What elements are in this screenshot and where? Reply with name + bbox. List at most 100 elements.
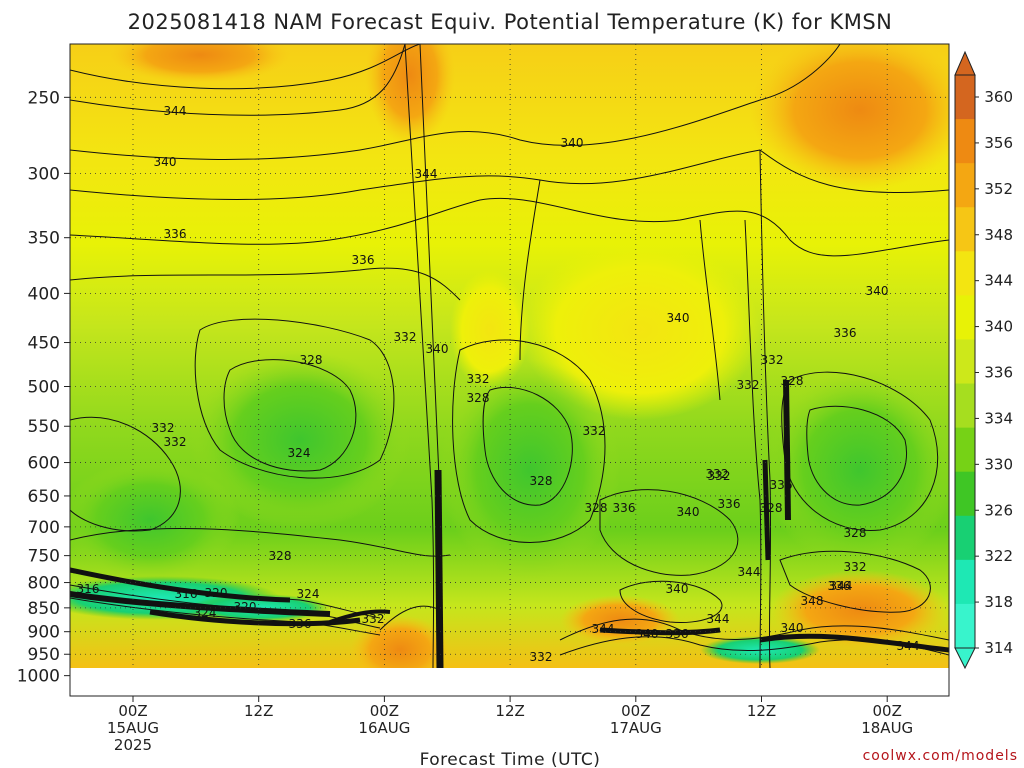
- y-tick-label: 600: [28, 454, 60, 474]
- contour-label: 328: [585, 501, 608, 515]
- contour-line: [70, 416, 181, 532]
- contour-label: 328: [781, 374, 804, 388]
- plot-area: 3443403363363443403323403283323283323323…: [70, 44, 949, 696]
- contour-label: 332: [583, 424, 606, 438]
- y-tick-label: 300: [28, 164, 60, 184]
- contour-label: 340: [666, 582, 689, 596]
- colorbar-segment: [955, 119, 975, 164]
- contour-line: [806, 405, 907, 506]
- y-tick-label: 350: [28, 229, 60, 249]
- x-tick-label: 00Z: [621, 702, 650, 720]
- y-tick-label: 900: [28, 623, 60, 643]
- contour-label: 340: [677, 505, 700, 519]
- contour-line: [223, 359, 357, 472]
- contour-label: 332: [706, 467, 729, 481]
- frontal-band: [783, 379, 791, 521]
- contour-line: [379, 605, 441, 631]
- y-tick-label: 250: [28, 88, 60, 108]
- colorbar-segment: [955, 75, 975, 120]
- y-tick-label: 650: [28, 487, 60, 507]
- contour-label: 336: [164, 227, 187, 241]
- contour-line: [194, 318, 395, 479]
- x-tick-label: 12Z: [244, 702, 273, 720]
- x-tick-label: 00Z: [370, 702, 399, 720]
- contour-line: [744, 219, 762, 668]
- colorbar-segment: [955, 471, 975, 517]
- colorbar-segment: [955, 515, 975, 561]
- contour-label: 332: [152, 421, 175, 435]
- contour-label: 336: [352, 253, 375, 267]
- y-tick-label: 550: [28, 417, 60, 437]
- contour-label: 344: [897, 639, 920, 653]
- x-tick-label: 2025: [114, 736, 152, 754]
- colorbar-segment: [955, 383, 975, 429]
- y-tick-label: 450: [28, 334, 60, 354]
- x-tick-label: 12Z: [495, 702, 524, 720]
- contour-line: [70, 197, 949, 257]
- contour-line: [452, 339, 606, 543]
- y-tick-label: 400: [28, 284, 60, 304]
- contour-label: 316: [77, 582, 100, 596]
- contour-label: 328: [760, 501, 783, 515]
- cool-region-right: [765, 370, 949, 570]
- contour-line: [70, 44, 841, 160]
- y-tick-label: 950: [28, 645, 60, 665]
- contour-label: 316: [175, 587, 198, 601]
- warm-pool-top-right: [750, 44, 949, 190]
- colorbar-tick-label: 348: [984, 226, 1013, 244]
- colorbar-tick-label: 326: [984, 501, 1013, 519]
- contour-line: [70, 44, 421, 90]
- colorbar-frame: [954, 74, 976, 649]
- contour-label: 328: [844, 526, 867, 540]
- x-tick-label: 15AUG: [107, 719, 159, 737]
- frontal-band: [434, 469, 444, 668]
- contour-label: 336: [828, 579, 851, 593]
- contour-line: [482, 386, 573, 506]
- y-tick-label: 500: [28, 377, 60, 397]
- contour-line: [70, 267, 461, 301]
- contour-line: [779, 550, 931, 613]
- colorbar-segment: [955, 339, 975, 385]
- contour-label: 336: [613, 501, 636, 515]
- colorbar-max-arrow: [954, 50, 976, 76]
- contour-line: [699, 219, 721, 401]
- colorbar-segment: [955, 603, 975, 649]
- warm-low-center: [350, 615, 450, 668]
- contour-label: 332: [164, 435, 187, 449]
- contour-label: 344: [415, 167, 438, 181]
- warm-pool-top-left: [110, 44, 290, 83]
- contour-line: [70, 44, 406, 116]
- cool-region-far-left: [70, 460, 240, 580]
- contour-label: 340: [636, 627, 659, 641]
- contour-label: 344: [707, 612, 730, 626]
- x-tick-label: 17AUG: [610, 719, 662, 737]
- contour-label: 348: [801, 594, 824, 608]
- colorbar-segment: [955, 207, 975, 252]
- cool-region-left: [190, 350, 410, 530]
- contour-label: 336: [770, 478, 793, 492]
- x-tick-label: 12Z: [747, 702, 776, 720]
- contour-label: 336: [666, 627, 689, 641]
- y-tick-label: 1000: [17, 667, 60, 687]
- contour-label: 320: [234, 600, 257, 614]
- frontal-band: [599, 627, 721, 636]
- contour-label: 344: [738, 565, 761, 579]
- contour-line: [519, 179, 541, 361]
- contour-label: 340: [781, 621, 804, 635]
- contour-label: 328: [467, 391, 490, 405]
- colorbar-segment: [955, 427, 975, 473]
- contour-label: 332: [761, 353, 784, 367]
- contour-line: [781, 371, 939, 531]
- ground-surface: [70, 668, 949, 696]
- contour-label: 332: [362, 612, 385, 626]
- chart-title: 2025081418 NAM Forecast Equiv. Potential…: [128, 10, 893, 34]
- colorbar-tick-label: 336: [984, 364, 1013, 382]
- contour-labels: 3443403363363443403323403283323283323323…: [77, 104, 920, 664]
- frontal-band: [70, 567, 291, 603]
- y-tick-label: 850: [28, 599, 60, 619]
- y-tick-label: 750: [28, 547, 60, 567]
- yellow-region-center: [520, 240, 760, 420]
- gridlines: [70, 44, 949, 668]
